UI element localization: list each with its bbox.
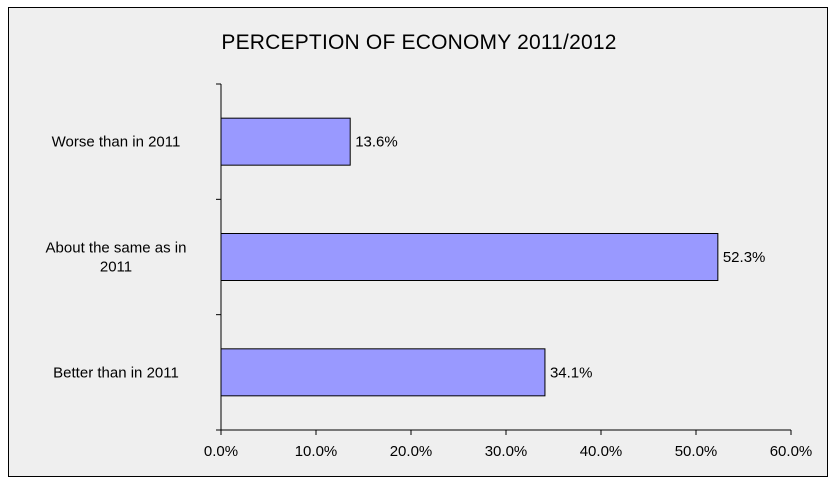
- x-tick-label: 20.0%: [390, 443, 433, 460]
- x-tick-label: 0.0%: [204, 443, 238, 460]
- x-tick-label: 60.0%: [770, 443, 813, 460]
- x-tick-label: 50.0%: [675, 443, 718, 460]
- category-label-line: 2011: [100, 259, 132, 276]
- category-label-line: Worse than in 2011: [52, 134, 181, 151]
- category-label-line: Better than in 2011: [53, 364, 179, 381]
- category-label-line: About the same as in: [46, 240, 187, 257]
- data-label: 52.3%: [723, 249, 766, 266]
- category-label: About the same as in 2011: [46, 240, 187, 276]
- data-label: 34.1%: [550, 364, 593, 381]
- chart-title: PERCEPTION OF ECONOMY 2011/2012: [221, 31, 617, 54]
- x-tick-label: 10.0%: [295, 443, 338, 460]
- category-label: Better than in 2011: [53, 364, 179, 381]
- category-label: Worse than in 2011: [52, 134, 181, 151]
- x-tick-label: 30.0%: [485, 443, 528, 460]
- data-label: 13.6%: [355, 134, 398, 151]
- bar: [220, 117, 351, 166]
- x-tick-label: 40.0%: [580, 443, 623, 460]
- bar: [220, 233, 719, 281]
- bar: [220, 348, 546, 397]
